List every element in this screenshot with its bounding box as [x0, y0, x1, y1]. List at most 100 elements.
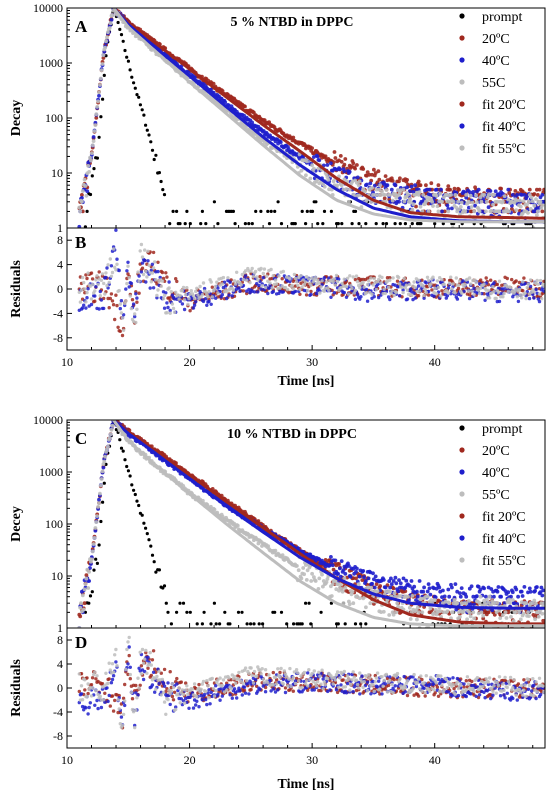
- legend-entry: 55C: [459, 76, 505, 91]
- data-point: [355, 594, 359, 599]
- data-point: [407, 584, 412, 588]
- data-point: [357, 222, 361, 226]
- data-point: [515, 198, 520, 203]
- data-point: [110, 299, 115, 303]
- data-point: [128, 294, 132, 298]
- data-point: [113, 317, 117, 322]
- data-point: [166, 610, 170, 614]
- data-point: [377, 177, 382, 182]
- y-tick-label: 100: [45, 517, 63, 531]
- data-point: [371, 193, 375, 197]
- data-point: [146, 259, 150, 263]
- data-point: [165, 311, 169, 315]
- data-point: [339, 559, 344, 563]
- data-point: [241, 289, 246, 293]
- data-point: [415, 589, 419, 594]
- data-point: [91, 542, 96, 546]
- data-point: [162, 584, 167, 588]
- data-point: [295, 564, 299, 568]
- data-point: [97, 135, 101, 139]
- data-point: [412, 291, 416, 295]
- data-point: [128, 474, 132, 478]
- data-point: [171, 306, 176, 311]
- data-point: [467, 599, 471, 603]
- data-point: [294, 280, 299, 284]
- data-point: [133, 312, 137, 316]
- data-point: [153, 667, 157, 671]
- data-point: [506, 187, 511, 192]
- data-point: [300, 285, 304, 289]
- data-point: [93, 294, 97, 298]
- data-point: [306, 289, 310, 293]
- data-point: [416, 610, 421, 615]
- data-point: [148, 286, 152, 290]
- data-point: [330, 563, 335, 568]
- data-point: [127, 653, 131, 658]
- data-point: [304, 173, 308, 178]
- data-point: [410, 594, 415, 598]
- data-point: [201, 281, 206, 285]
- data-point: [98, 289, 103, 294]
- data-point: [97, 543, 101, 547]
- data-point: [477, 291, 482, 296]
- data-point: [536, 297, 540, 301]
- data-point: [357, 596, 362, 601]
- data-point: [458, 615, 462, 619]
- data-point: [143, 258, 147, 263]
- data-point: [97, 307, 101, 311]
- data-point: [337, 562, 341, 566]
- data-point: [534, 601, 538, 606]
- x-tick-label: 30: [306, 355, 318, 369]
- data-point: [120, 316, 125, 320]
- data-point: [89, 557, 94, 562]
- data-point: [80, 209, 85, 214]
- data-point: [359, 622, 363, 626]
- data-point: [89, 271, 94, 275]
- data-point: [357, 574, 362, 579]
- data-point: [314, 200, 318, 204]
- data-point: [381, 222, 385, 226]
- data-point: [442, 594, 447, 599]
- data-point: [304, 293, 309, 297]
- data-point: [230, 294, 234, 298]
- data-point: [156, 269, 160, 274]
- data-point: [312, 575, 316, 579]
- data-point: [301, 275, 305, 280]
- data-point: [232, 279, 237, 283]
- data-point: [429, 181, 434, 186]
- data-point: [126, 59, 130, 63]
- data-point: [518, 204, 523, 209]
- data-point: [299, 274, 303, 278]
- data-point: [256, 290, 260, 294]
- data-point: [372, 295, 376, 299]
- data-point: [293, 289, 298, 294]
- data-point: [414, 204, 418, 209]
- data-point: [105, 35, 109, 40]
- data-point: [505, 276, 509, 281]
- data-point: [296, 568, 301, 573]
- data-point: [89, 158, 93, 163]
- data-point: [421, 589, 426, 594]
- data-point: [266, 209, 270, 213]
- chart-title: 10 % NTBD in DPPC: [227, 427, 357, 442]
- data-point: [424, 187, 429, 192]
- data-point: [516, 299, 521, 304]
- data-point: [377, 277, 381, 282]
- data-point: [316, 166, 321, 171]
- data-point: [434, 187, 439, 192]
- data-point: [481, 616, 486, 621]
- data-point: [495, 589, 500, 594]
- data-point: [471, 594, 476, 599]
- series-line: [112, 8, 545, 224]
- data-point: [452, 598, 457, 602]
- data-point: [171, 209, 175, 213]
- data-point: [492, 594, 496, 599]
- data-point: [95, 156, 99, 160]
- data-point: [364, 291, 369, 295]
- data-point: [95, 105, 100, 109]
- data-point: [247, 222, 251, 226]
- data-point: [356, 183, 361, 188]
- data-point: [422, 293, 426, 298]
- data-point: [181, 601, 186, 605]
